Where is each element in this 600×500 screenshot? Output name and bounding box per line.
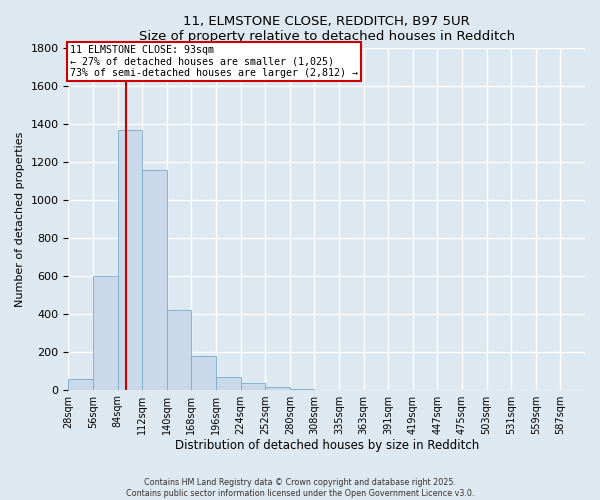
Y-axis label: Number of detached properties: Number of detached properties [15,132,25,306]
Bar [290,389,314,390]
Bar [241,383,265,390]
Bar [93,276,118,390]
Title: 11, ELMSTONE CLOSE, REDDITCH, B97 5UR
Size of property relative to detached hous: 11, ELMSTONE CLOSE, REDDITCH, B97 5UR Si… [139,15,515,43]
Bar [167,310,191,390]
X-axis label: Distribution of detached houses by size in Redditch: Distribution of detached houses by size … [175,440,479,452]
Bar [265,388,290,390]
Bar [118,130,142,390]
Bar [216,378,241,390]
Bar [68,379,93,390]
Text: Contains HM Land Registry data © Crown copyright and database right 2025.
Contai: Contains HM Land Registry data © Crown c… [126,478,474,498]
Bar [191,356,216,390]
Bar [142,170,167,390]
Text: 11 ELMSTONE CLOSE: 93sqm
← 27% of detached houses are smaller (1,025)
73% of sem: 11 ELMSTONE CLOSE: 93sqm ← 27% of detach… [70,44,358,78]
